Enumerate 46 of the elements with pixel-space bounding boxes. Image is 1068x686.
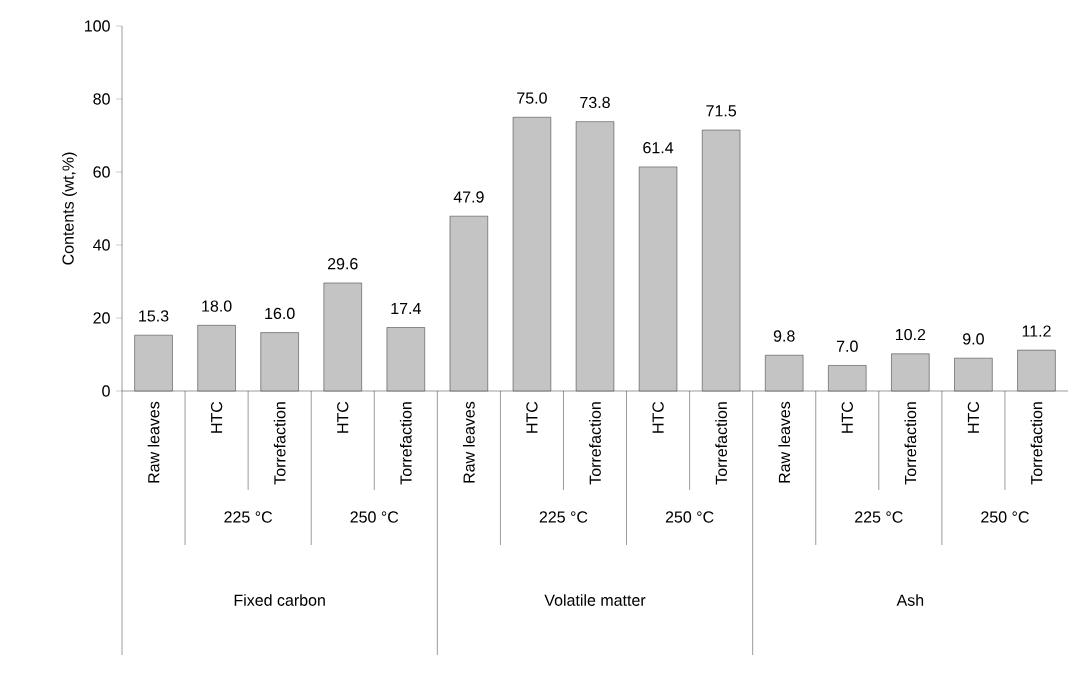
data-label: 15.3 bbox=[139, 310, 169, 322]
text: Fixed carbon bbox=[234, 594, 325, 606]
data-label: 17.4 bbox=[391, 302, 421, 314]
data-label: 7.0 bbox=[836, 340, 858, 352]
data-label: 47.9 bbox=[453, 191, 484, 203]
text: 250 °C bbox=[665, 511, 714, 523]
text: Volatile matter bbox=[544, 594, 646, 606]
data-label: 9.8 bbox=[773, 330, 795, 342]
y-tick-label: 0 bbox=[102, 385, 110, 397]
y-tick-label: 80 bbox=[93, 93, 110, 105]
x-tick-label: HTC bbox=[652, 401, 664, 433]
data-label: 11.2 bbox=[1022, 325, 1051, 337]
x-tick-label: Raw leaves bbox=[778, 401, 791, 483]
x-tick-label: HTC bbox=[210, 401, 223, 433]
data-label: 9.0 bbox=[963, 333, 984, 345]
x-tick-label: HTC bbox=[967, 401, 980, 433]
data-label: 61.4 bbox=[643, 142, 674, 154]
x-tick-label: Raw leaves bbox=[463, 401, 475, 483]
data-label: 73.8 bbox=[580, 96, 610, 109]
x-tick-label: Torrefaction bbox=[904, 402, 917, 485]
data-label: 75.0 bbox=[517, 92, 547, 104]
x-tick-label: Torrefaction bbox=[273, 402, 286, 485]
x-tick-label: HTC bbox=[841, 401, 853, 433]
y-tick-label: 100 bbox=[84, 20, 110, 32]
x-tick-label: Torrefaction bbox=[715, 402, 728, 485]
text: 225 °C bbox=[855, 511, 903, 523]
x-tick-label: Torrefaction bbox=[399, 402, 412, 485]
y-tick-label: 20 bbox=[93, 312, 110, 324]
text: Ash bbox=[896, 594, 924, 606]
text: 225 °C bbox=[539, 511, 588, 523]
data-label: 10.2 bbox=[895, 328, 926, 341]
x-tick-label: Torrefaction bbox=[1030, 402, 1043, 485]
x-tick-label: Raw leaves bbox=[147, 401, 160, 483]
data-label: 71.5 bbox=[706, 105, 737, 117]
x-tick-label: Torrefaction bbox=[589, 402, 601, 485]
data-label: 18.0 bbox=[202, 300, 232, 312]
text: 250 °C bbox=[350, 511, 399, 523]
x-tick-label: HTC bbox=[526, 401, 538, 433]
data-label: 16.0 bbox=[265, 307, 295, 320]
text: 225 °C bbox=[224, 511, 273, 523]
x-tick-label: HTC bbox=[337, 401, 349, 433]
y-tick-label: 60 bbox=[93, 166, 110, 178]
data-label: 29.6 bbox=[327, 258, 358, 270]
text: 250 °C bbox=[981, 511, 1029, 523]
y-tick-label: 40 bbox=[93, 239, 110, 251]
y-axis-title: Contents (wt,%) bbox=[62, 152, 77, 265]
